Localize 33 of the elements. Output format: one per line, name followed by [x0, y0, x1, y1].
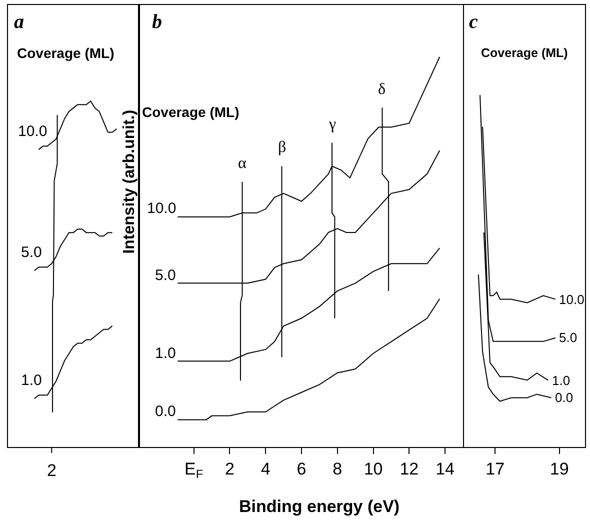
legend-title: Coverage (ML)	[142, 104, 240, 120]
series-label: 10.0	[559, 292, 584, 307]
y-axis-title: Intensity (arb.unit.)	[121, 110, 138, 254]
chart-title: a	[14, 11, 24, 33]
series-label: 1.0	[552, 373, 570, 388]
x-tick-label: 14	[436, 459, 455, 478]
series-label: 0.0	[555, 390, 574, 405]
x-tick-label: 12	[400, 459, 419, 478]
series-label: 10.0	[147, 200, 176, 217]
series-label: 10.0	[18, 123, 48, 140]
annotation: α	[238, 155, 247, 172]
x-tick-label: 4	[260, 459, 270, 478]
series-label: 5.0	[155, 267, 176, 284]
annotation: γ	[328, 116, 336, 133]
series-label: 5.0	[21, 244, 42, 261]
x-tick-label: 6	[296, 459, 306, 478]
x-tick-label: 8	[332, 459, 342, 478]
series-label: 1.0	[21, 372, 42, 389]
series-label: 0.0	[155, 403, 176, 420]
annotation: β	[278, 139, 286, 156]
x-tick-label: E$_{F}$	[184, 459, 204, 481]
x-tick-label: 17	[486, 459, 505, 478]
x-tick-label: 2	[224, 459, 234, 478]
x-tick-label: 10	[364, 459, 383, 478]
legend-title: Coverage (ML)	[17, 45, 114, 61]
series-label: 5.0	[559, 330, 578, 345]
x-tick-label: 19	[550, 459, 569, 478]
x-axis-title: Binding energy (eV)	[239, 497, 400, 516]
chart-title: b	[152, 11, 162, 33]
legend-title: Coverage (ML)	[481, 46, 568, 60]
series-label: 1.0	[155, 345, 176, 362]
chart-title: c	[469, 11, 478, 33]
annotation: δ	[378, 81, 386, 98]
